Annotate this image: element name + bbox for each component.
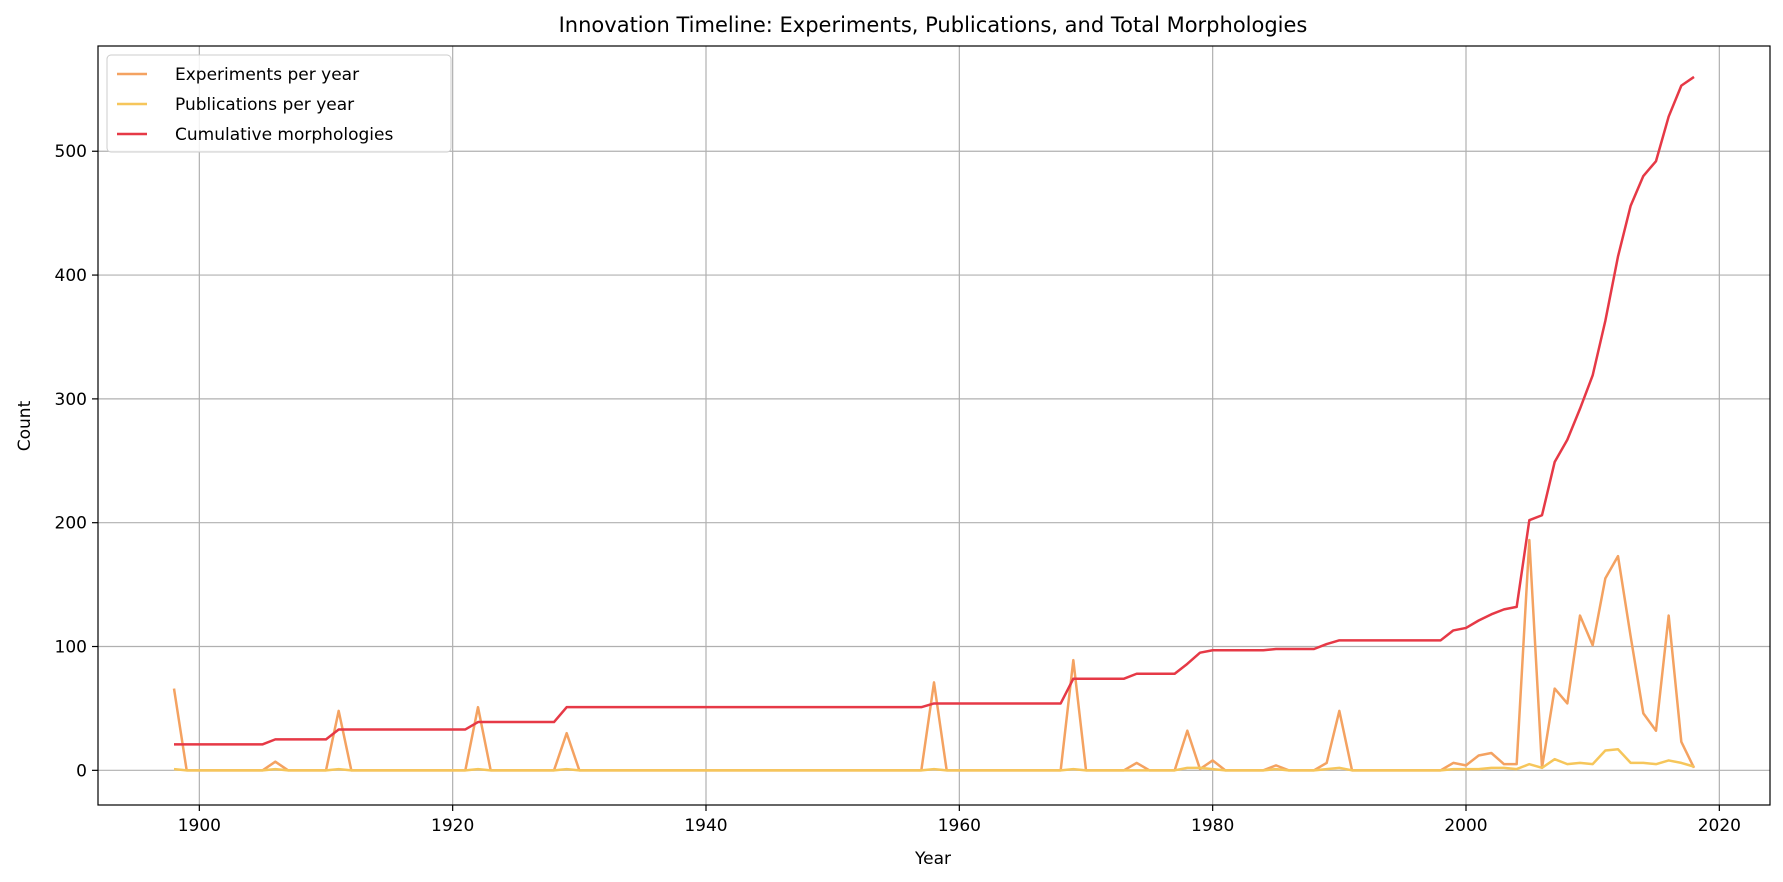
x-tick-label: 1920 — [431, 816, 474, 836]
series-line-publications — [173, 748, 1695, 772]
y-tick-label: 200 — [55, 514, 87, 534]
legend-label-experiments: Experiments per year — [175, 65, 359, 85]
y-tick-label: 300 — [55, 390, 87, 410]
x-tick-label: 2020 — [1698, 816, 1741, 836]
y-tick-label: 100 — [55, 638, 87, 658]
chart-title: Innovation Timeline: Experiments, Public… — [559, 13, 1308, 37]
legend: Experiments per year Publications per ye… — [106, 54, 452, 153]
series-lines — [172, 75, 1696, 772]
y-tick-label: 500 — [55, 142, 87, 162]
x-axis-title: Year — [914, 849, 951, 869]
x-tick-label: 2000 — [1444, 816, 1487, 836]
series-line-cumulative — [174, 75, 1695, 746]
y-axis-title: Count — [15, 400, 35, 451]
plot-frame — [97, 45, 1771, 806]
legend-box — [106, 54, 452, 153]
y-tick-label: 400 — [55, 266, 87, 286]
x-tick-label: 1960 — [938, 816, 981, 836]
x-tick-label: 1900 — [178, 816, 221, 836]
legend-label-publications: Publications per year — [175, 95, 354, 115]
axis-ticks: 1900 1920 1940 1960 1980 2000 2020 0 100 200 300 40… — [55, 142, 1741, 836]
x-tick-label: 1980 — [1191, 816, 1234, 836]
y-tick-label: 0 — [76, 761, 87, 781]
x-tick-label: 1940 — [684, 816, 727, 836]
legend-label-cumulative: Cumulative morphologies — [175, 125, 393, 145]
